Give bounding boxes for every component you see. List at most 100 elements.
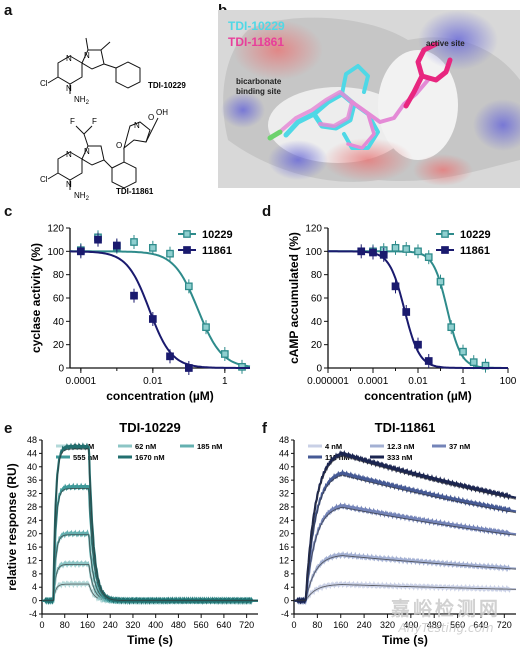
y-tick-label: 36	[279, 475, 289, 485]
series-1670-nM: 1670 nM	[42, 442, 258, 605]
panel-letter-f: f	[262, 420, 267, 437]
y-tick-label: 40	[27, 462, 37, 472]
x-axis-label: concentration (µM)	[364, 389, 472, 403]
y-tick-label: 36	[27, 475, 37, 485]
atom-n-ring: N	[134, 121, 140, 130]
atom-o-ring: O	[116, 141, 122, 150]
y-axis-label: cAMP accumulated (%)	[287, 232, 301, 364]
data-point	[436, 277, 445, 286]
fit-trace	[294, 555, 517, 602]
y-tick-label: 0	[316, 364, 322, 375]
data-point	[76, 247, 85, 256]
y-tick-label: 60	[53, 294, 65, 305]
response-trace	[42, 529, 258, 605]
y-tick-label: 48	[279, 435, 289, 445]
x-tick-label: 640	[216, 620, 231, 630]
binding-pocket-rendering: TDI-10229 TDI-11861 active site bicarbon…	[218, 10, 520, 188]
y-tick-label: 44	[27, 448, 37, 458]
x-tick-label: 1	[460, 376, 466, 387]
legend-label: 11861	[202, 245, 232, 257]
y-tick-label: 4	[284, 582, 289, 592]
x-tick-label: 0	[39, 620, 44, 630]
x-axis-label: Time (s)	[127, 633, 173, 647]
legend-marker	[441, 230, 449, 238]
compound-name-top: TDI-10229	[148, 81, 186, 90]
series-4-nM: 4 nM	[294, 442, 517, 606]
data-point	[447, 323, 456, 332]
y-tick-label: 60	[311, 294, 323, 305]
fit-curve-11861	[70, 250, 250, 369]
y-tick-label: 24	[279, 515, 289, 525]
y-tick-label: 20	[279, 529, 289, 539]
fit-curve-10229	[70, 250, 251, 368]
x-tick-label: 400	[403, 620, 418, 630]
x-tick-label: 100	[500, 376, 517, 387]
data-point	[391, 282, 400, 291]
data-point	[459, 347, 467, 356]
legend-marker	[183, 246, 191, 254]
y-tick-label: 12	[279, 555, 289, 565]
x-tick-label: 640	[473, 620, 488, 630]
y-tick-label: 40	[53, 317, 65, 328]
y-axis-label: cyclase activity (%)	[29, 243, 43, 353]
x-tick-label: 400	[148, 620, 163, 630]
panel-letter-e: e	[4, 420, 13, 437]
watermark-line1: 嘉峪检测网	[390, 598, 501, 620]
legend-label: 37 nM	[449, 442, 470, 451]
response-trace	[294, 449, 517, 605]
atom-o-morph: O	[148, 113, 154, 122]
series-11861: 11861	[328, 244, 508, 369]
fit-trace	[294, 455, 517, 602]
legend-label: 12.3 nM	[387, 442, 415, 451]
data-point	[166, 249, 174, 258]
x-tick-label: 0.01	[408, 376, 428, 387]
atom-cl-top: Cl	[40, 79, 48, 88]
watermark-line2: AnyTesting.com	[398, 621, 494, 635]
chart-d-camp-accumulated: 0 20 40 60 80 100 120 0.000001 0.0001 0.01 1 100 con…	[287, 224, 517, 404]
y-tick-label: 12	[27, 555, 37, 565]
data-point	[424, 357, 433, 365]
series-555-nM: 555 nM	[42, 453, 258, 605]
y-tick-label: 0	[32, 596, 37, 606]
y-tick-label: 32	[279, 489, 289, 499]
data-point	[130, 238, 138, 246]
data-point	[184, 282, 193, 291]
y-tick-label: 0	[284, 596, 289, 606]
y-tick-label: 20	[311, 340, 323, 351]
x-tick-label: 720	[239, 620, 254, 630]
response-trace	[294, 580, 516, 606]
compound-name-bottom: TDI-11861	[116, 187, 154, 196]
fit-trace	[294, 506, 517, 602]
legend-label: 10229	[202, 229, 233, 241]
data-point	[112, 241, 121, 250]
x-axis-label: Time (s)	[382, 633, 428, 647]
y-tick-label: 4	[32, 582, 37, 592]
chemical-structures: Cl N N N NH2 TDI-10229 F F Cl N N N NH2 …	[40, 37, 186, 200]
active-site-label: active site	[426, 39, 465, 48]
data-point	[94, 235, 102, 244]
atom-n-top: N	[66, 54, 72, 63]
fit-trace	[294, 474, 517, 602]
legend-label: 10229	[460, 229, 491, 241]
atom-n2-bottom: N	[66, 180, 72, 189]
bicarbonate-label-line2: binding site	[236, 87, 281, 96]
fit-trace	[294, 584, 517, 602]
y-tick-label: 48	[27, 435, 37, 445]
y-tick-label: 40	[311, 317, 323, 328]
legend-marker	[183, 230, 191, 238]
y-tick-label: 120	[305, 224, 322, 235]
atom-n2-top: N	[66, 84, 72, 93]
y-tick-label: 0	[58, 364, 64, 375]
data-point	[202, 323, 210, 332]
y-tick-label: 20	[53, 340, 65, 351]
x-axis-label: concentration (µM)	[106, 389, 214, 403]
x-tick-label: 160	[333, 620, 348, 630]
x-tick-label: 720	[497, 620, 512, 630]
panel-letter-a: a	[4, 2, 13, 19]
legend-label: 4 nM	[325, 442, 342, 451]
legend-tdi-10229: TDI-10229	[228, 19, 285, 33]
structure-atoms-bottom: F F Cl N N N NH2 O N O OH	[40, 108, 168, 200]
structure-tdi-10229	[47, 37, 141, 94]
